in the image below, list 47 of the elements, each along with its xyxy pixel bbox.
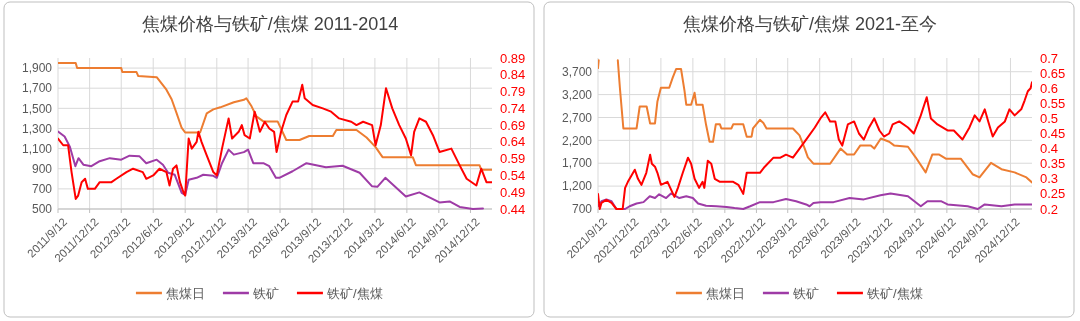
y-tick-label: 900 [31, 161, 53, 176]
chart-title: 焦煤价格与铁矿/焦煤 2011-2014 [141, 14, 399, 34]
y-tick-label: 3,200 [561, 87, 593, 102]
y2-tick-label: 0.7 [1040, 50, 1059, 66]
legend-label: 焦煤日 [705, 285, 745, 301]
y2-tick-label: 0.74 [500, 100, 526, 116]
y-tick-label: 1,700 [21, 81, 53, 96]
y2-tick-label: 0.3 [1040, 171, 1059, 187]
line-series [58, 62, 492, 171]
y2-tick-label: 0.5 [1040, 110, 1059, 126]
y-tick-label: 700 [31, 182, 53, 197]
y-tick-label: 1,900 [21, 61, 53, 76]
y2-tick-label: 0.4 [1040, 141, 1059, 157]
y-tick-label: 1,300 [21, 121, 53, 136]
chart-title: 焦煤价格与铁矿/焦煤 2021-至今 [682, 14, 938, 34]
legend-label: 铁矿/焦煤 [325, 285, 383, 301]
y-tick-label: 1,700 [561, 156, 593, 171]
y2-tick-label: 0.59 [500, 151, 526, 167]
y2-tick-label: 0.35 [1040, 156, 1066, 172]
y-tick-label: 500 [31, 202, 53, 217]
y-tick-label: 2,700 [561, 110, 593, 125]
y2-tick-label: 0.84 [500, 67, 526, 83]
y2-tick-label: 0.65 [1040, 65, 1066, 81]
line-series [58, 130, 484, 210]
y2-tick-label: 0.55 [1040, 95, 1066, 111]
legend-label: 铁矿 [251, 285, 279, 301]
y2-tick-label: 0.2 [1040, 201, 1059, 217]
y2-tick-label: 0.45 [1040, 126, 1066, 142]
y-tick-label: 2,200 [561, 133, 593, 148]
y2-tick-label: 0.89 [500, 50, 526, 66]
y-tick-label: 700 [571, 202, 593, 217]
y2-tick-label: 0.44 [500, 201, 526, 217]
y-tick-label: 1,100 [21, 141, 53, 156]
line-series [58, 83, 492, 200]
legend-label: 铁矿 [791, 285, 819, 301]
legend-label: 铁矿/焦煤 [865, 285, 923, 301]
y-tick-label: 3,700 [561, 64, 593, 79]
y2-tick-label: 0.54 [500, 167, 526, 183]
legend-label: 焦煤日 [165, 285, 205, 301]
y2-tick-label: 0.49 [500, 184, 526, 200]
y2-tick-label: 0.69 [500, 117, 526, 133]
y-tick-label: 1,500 [21, 101, 53, 116]
y2-tick-label: 0.25 [1040, 186, 1066, 202]
y2-tick-label: 0.79 [500, 84, 526, 100]
y-tick-label: 1,200 [561, 179, 593, 194]
y2-tick-label: 0.64 [500, 134, 526, 150]
y2-tick-label: 0.6 [1040, 80, 1059, 96]
